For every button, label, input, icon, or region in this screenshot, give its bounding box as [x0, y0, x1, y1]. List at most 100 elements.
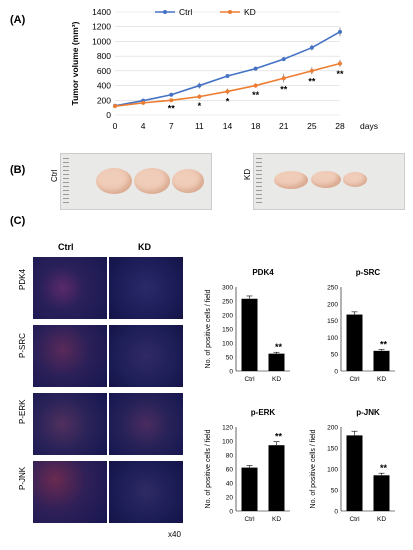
bar-chart-perk: p-ERK 0 20 40 60 80 100 120 No. of positive cell…	[205, 408, 290, 523]
bar-chart-psrc: p-SRC 0 50 100 150 200 250 Ctrl KD **	[327, 268, 395, 383]
tumor-volume-line-chart: 0 200 400 600 800 1000 1200 1400 0 4 7 11 14 18 21 25 28…	[70, 7, 378, 131]
y-tick-label: 0	[106, 110, 111, 120]
bar-chart-title: p-JNK	[356, 408, 380, 417]
y-tick-label: 100	[327, 335, 338, 342]
x-tick-label: Ctrl	[349, 516, 360, 523]
data-point-kd	[338, 61, 342, 66]
significance-mark: **	[275, 432, 283, 442]
x-tick-label: 28	[335, 121, 345, 131]
x-tick-label: KD	[272, 376, 281, 383]
y-axis-label: No. of positive cells / field	[205, 429, 212, 508]
data-point-kd	[113, 104, 117, 109]
micro-row-label-psrc: P-SRC	[18, 333, 27, 358]
data-point-ctrl	[338, 29, 342, 34]
y-tick-label: 80	[226, 453, 234, 460]
kd-tumor-photo	[253, 153, 405, 210]
data-point-kd	[141, 100, 146, 105]
bar-chart-pjnk: p-JNK 0 50 100 150 200 No. of positive cells /…	[310, 408, 395, 523]
significance-mark: **	[308, 77, 316, 87]
significance-mark: **	[380, 463, 388, 473]
ctrl-tumor-2	[134, 168, 170, 194]
y-tick-label: 0	[229, 509, 233, 516]
x-tick-label: Ctrl	[244, 376, 255, 383]
y-tick-label: 150	[327, 446, 338, 453]
y-tick-label: 1200	[92, 22, 111, 32]
data-point-ctrl	[281, 57, 286, 62]
data-point-ctrl	[309, 45, 314, 50]
data-point-kd	[309, 68, 314, 73]
ruler-icon	[256, 158, 262, 204]
panel-label-c: (C)	[10, 215, 26, 227]
micro-image-pjnk-ctrl	[33, 461, 107, 523]
bar-kd	[373, 350, 390, 371]
y-tick-label: 1400	[92, 7, 111, 17]
legend-label: Ctrl	[179, 7, 192, 17]
data-point-ctrl	[253, 66, 258, 71]
micro-image-pdk4-kd	[109, 257, 183, 319]
bar-chart-title: PDK4	[252, 268, 274, 277]
x-tick-label: 11	[195, 121, 204, 131]
series-line-ctrl	[114, 31, 341, 107]
x-tick-label: KD	[377, 376, 386, 383]
bar-chart-title: p-SRC	[356, 268, 381, 277]
y-tick-label: 400	[97, 81, 111, 91]
y-tick-label: 200	[327, 301, 338, 308]
y-tick-label: 0	[334, 509, 338, 516]
significance-mark: *	[226, 96, 230, 106]
legend-marker	[163, 10, 167, 14]
micro-row-label-perk: P-ERK	[18, 399, 27, 424]
x-tick-label: 7	[169, 121, 174, 131]
y-tick-label: 150	[327, 318, 338, 325]
y-tick-label: 40	[226, 481, 234, 488]
y-tick-label: 100	[222, 439, 233, 446]
micro-col-header-ctrl: Ctrl	[58, 242, 74, 252]
x-tick-label: 21	[279, 121, 289, 131]
micro-row-label-pjnk: P-JNK	[18, 466, 27, 490]
y-axis-label: Tumor volume (mm³)	[70, 21, 80, 105]
magnification-label: x40	[168, 530, 181, 539]
data-point-ctrl	[169, 92, 174, 97]
legend-marker	[228, 10, 232, 14]
y-tick-label: 150	[222, 327, 233, 334]
y-tick-label: 50	[331, 488, 339, 495]
y-tick-label: 0	[229, 369, 233, 376]
data-point-kd	[197, 94, 202, 99]
kd-tumor-2	[311, 171, 341, 188]
data-point-ctrl	[225, 74, 230, 79]
y-tick-label: 1000	[92, 36, 111, 46]
x-tick-label: KD	[272, 516, 281, 523]
panel-label-a: (A)	[10, 14, 26, 26]
micro-image-psrc-kd	[109, 325, 183, 387]
kd-tumor-1	[274, 171, 308, 189]
micro-row-label-pdk4: PDK4	[18, 269, 27, 290]
ctrl-tumor-photo	[60, 153, 212, 210]
data-point-kd	[225, 89, 230, 94]
x-tick-label: 14	[223, 121, 233, 131]
significance-mark: **	[380, 339, 388, 349]
y-tick-label: 250	[222, 299, 233, 306]
bar-kd	[268, 353, 285, 371]
bar-ctrl	[346, 314, 363, 371]
y-axis-label: No. of positive cells / field	[205, 289, 212, 368]
ctrl-photo-label: Ctrl	[50, 169, 59, 182]
y-tick-label: 100	[222, 341, 233, 348]
significance-mark: **	[275, 342, 283, 352]
y-tick-label: 600	[97, 66, 111, 76]
y-tick-label: 200	[97, 95, 111, 105]
y-tick-label: 50	[226, 355, 234, 362]
y-tick-label: 200	[222, 313, 233, 320]
significance-mark: *	[198, 101, 202, 111]
x-tick-label: KD	[377, 516, 386, 523]
x-axis-label: days	[360, 121, 378, 131]
y-tick-label: 60	[226, 467, 234, 474]
y-tick-label: 50	[331, 352, 339, 359]
significance-mark: **	[252, 90, 260, 100]
bar-ctrl	[241, 467, 258, 511]
kd-tumor-3	[343, 172, 367, 187]
x-tick-label: 18	[251, 121, 261, 131]
legend-label: KD	[244, 7, 256, 17]
bar-kd	[373, 475, 390, 511]
x-tick-label: 25	[307, 121, 317, 131]
y-tick-label: 0	[334, 369, 338, 376]
ctrl-tumor-3	[172, 169, 204, 193]
